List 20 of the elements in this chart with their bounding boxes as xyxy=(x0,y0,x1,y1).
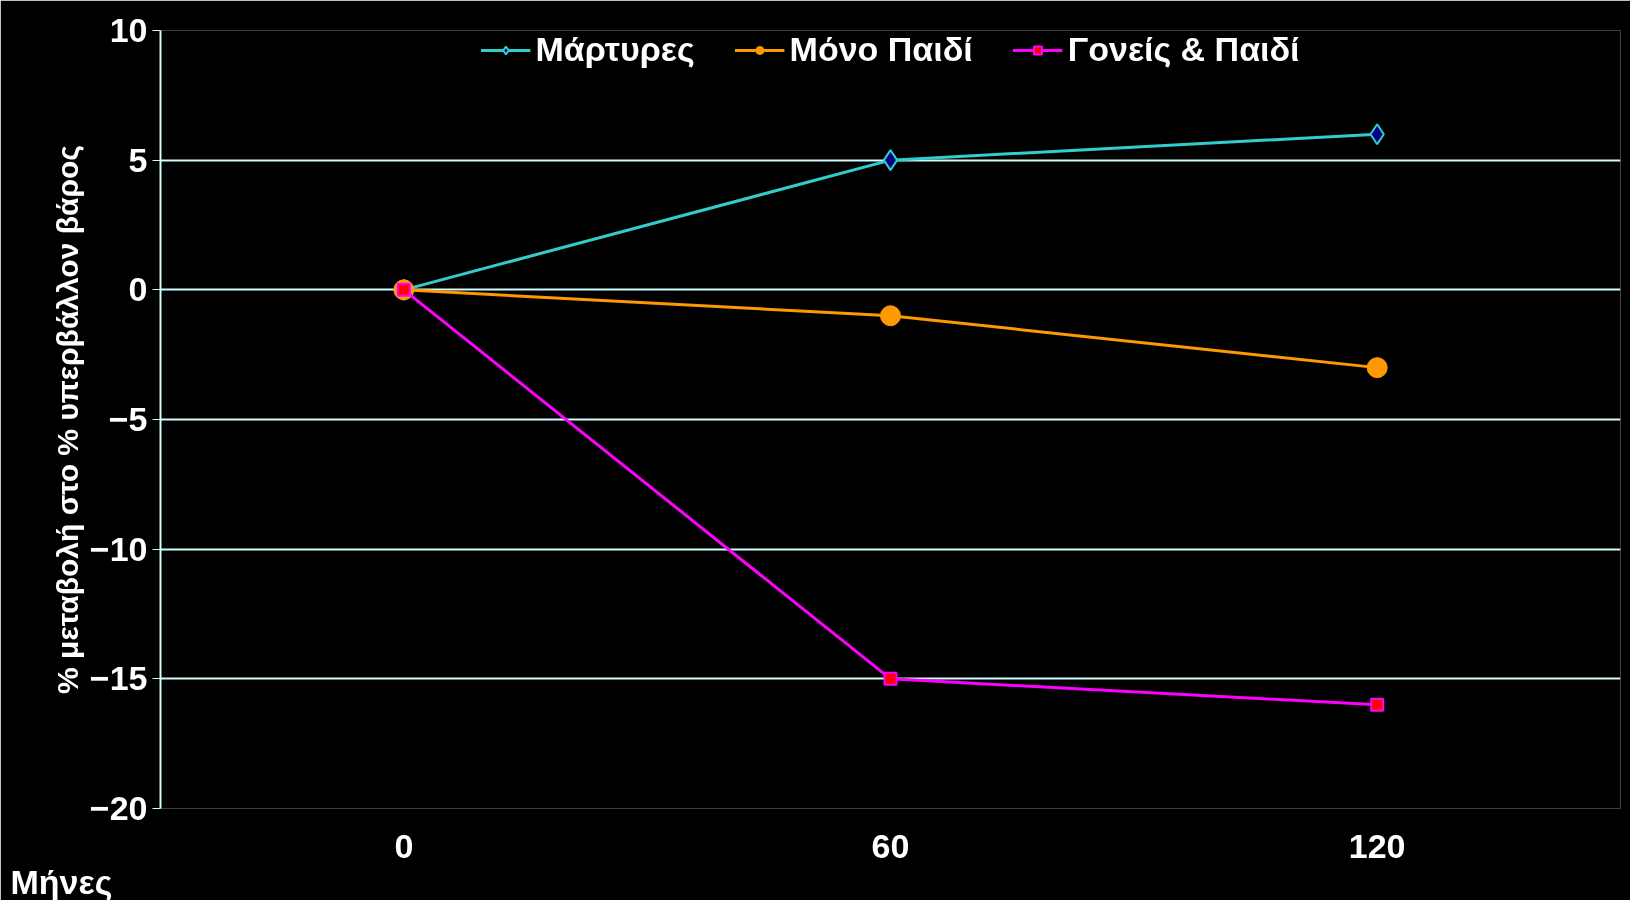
x-tick-label: 60 xyxy=(871,826,910,865)
y-tick-label: −10 xyxy=(89,529,148,568)
point xyxy=(883,671,898,686)
x-tick-label: 120 xyxy=(1348,826,1406,865)
x-axis-title: Μήνες xyxy=(10,862,113,901)
y-tick-label: 5 xyxy=(128,140,148,179)
y-axis-title: % μεταβολή στο % υπερβάλλον βάρος xyxy=(50,145,84,694)
y-tick-label: −20 xyxy=(89,789,148,827)
y-tick-label: −15 xyxy=(89,659,148,698)
legend-label: Γονείς & Παιδί xyxy=(1067,30,1300,69)
point xyxy=(1366,357,1388,379)
x-tick-label: 0 xyxy=(394,826,414,865)
y-tick-label: −5 xyxy=(108,400,148,438)
legend-label: Μόνο Παιδί xyxy=(789,30,973,69)
point xyxy=(882,149,899,172)
point xyxy=(880,305,901,327)
point xyxy=(1370,697,1385,712)
y-tick-label: 10 xyxy=(109,11,148,49)
y-tick-label: 0 xyxy=(128,270,148,309)
legend-label: Μάρτυρες xyxy=(535,30,695,69)
